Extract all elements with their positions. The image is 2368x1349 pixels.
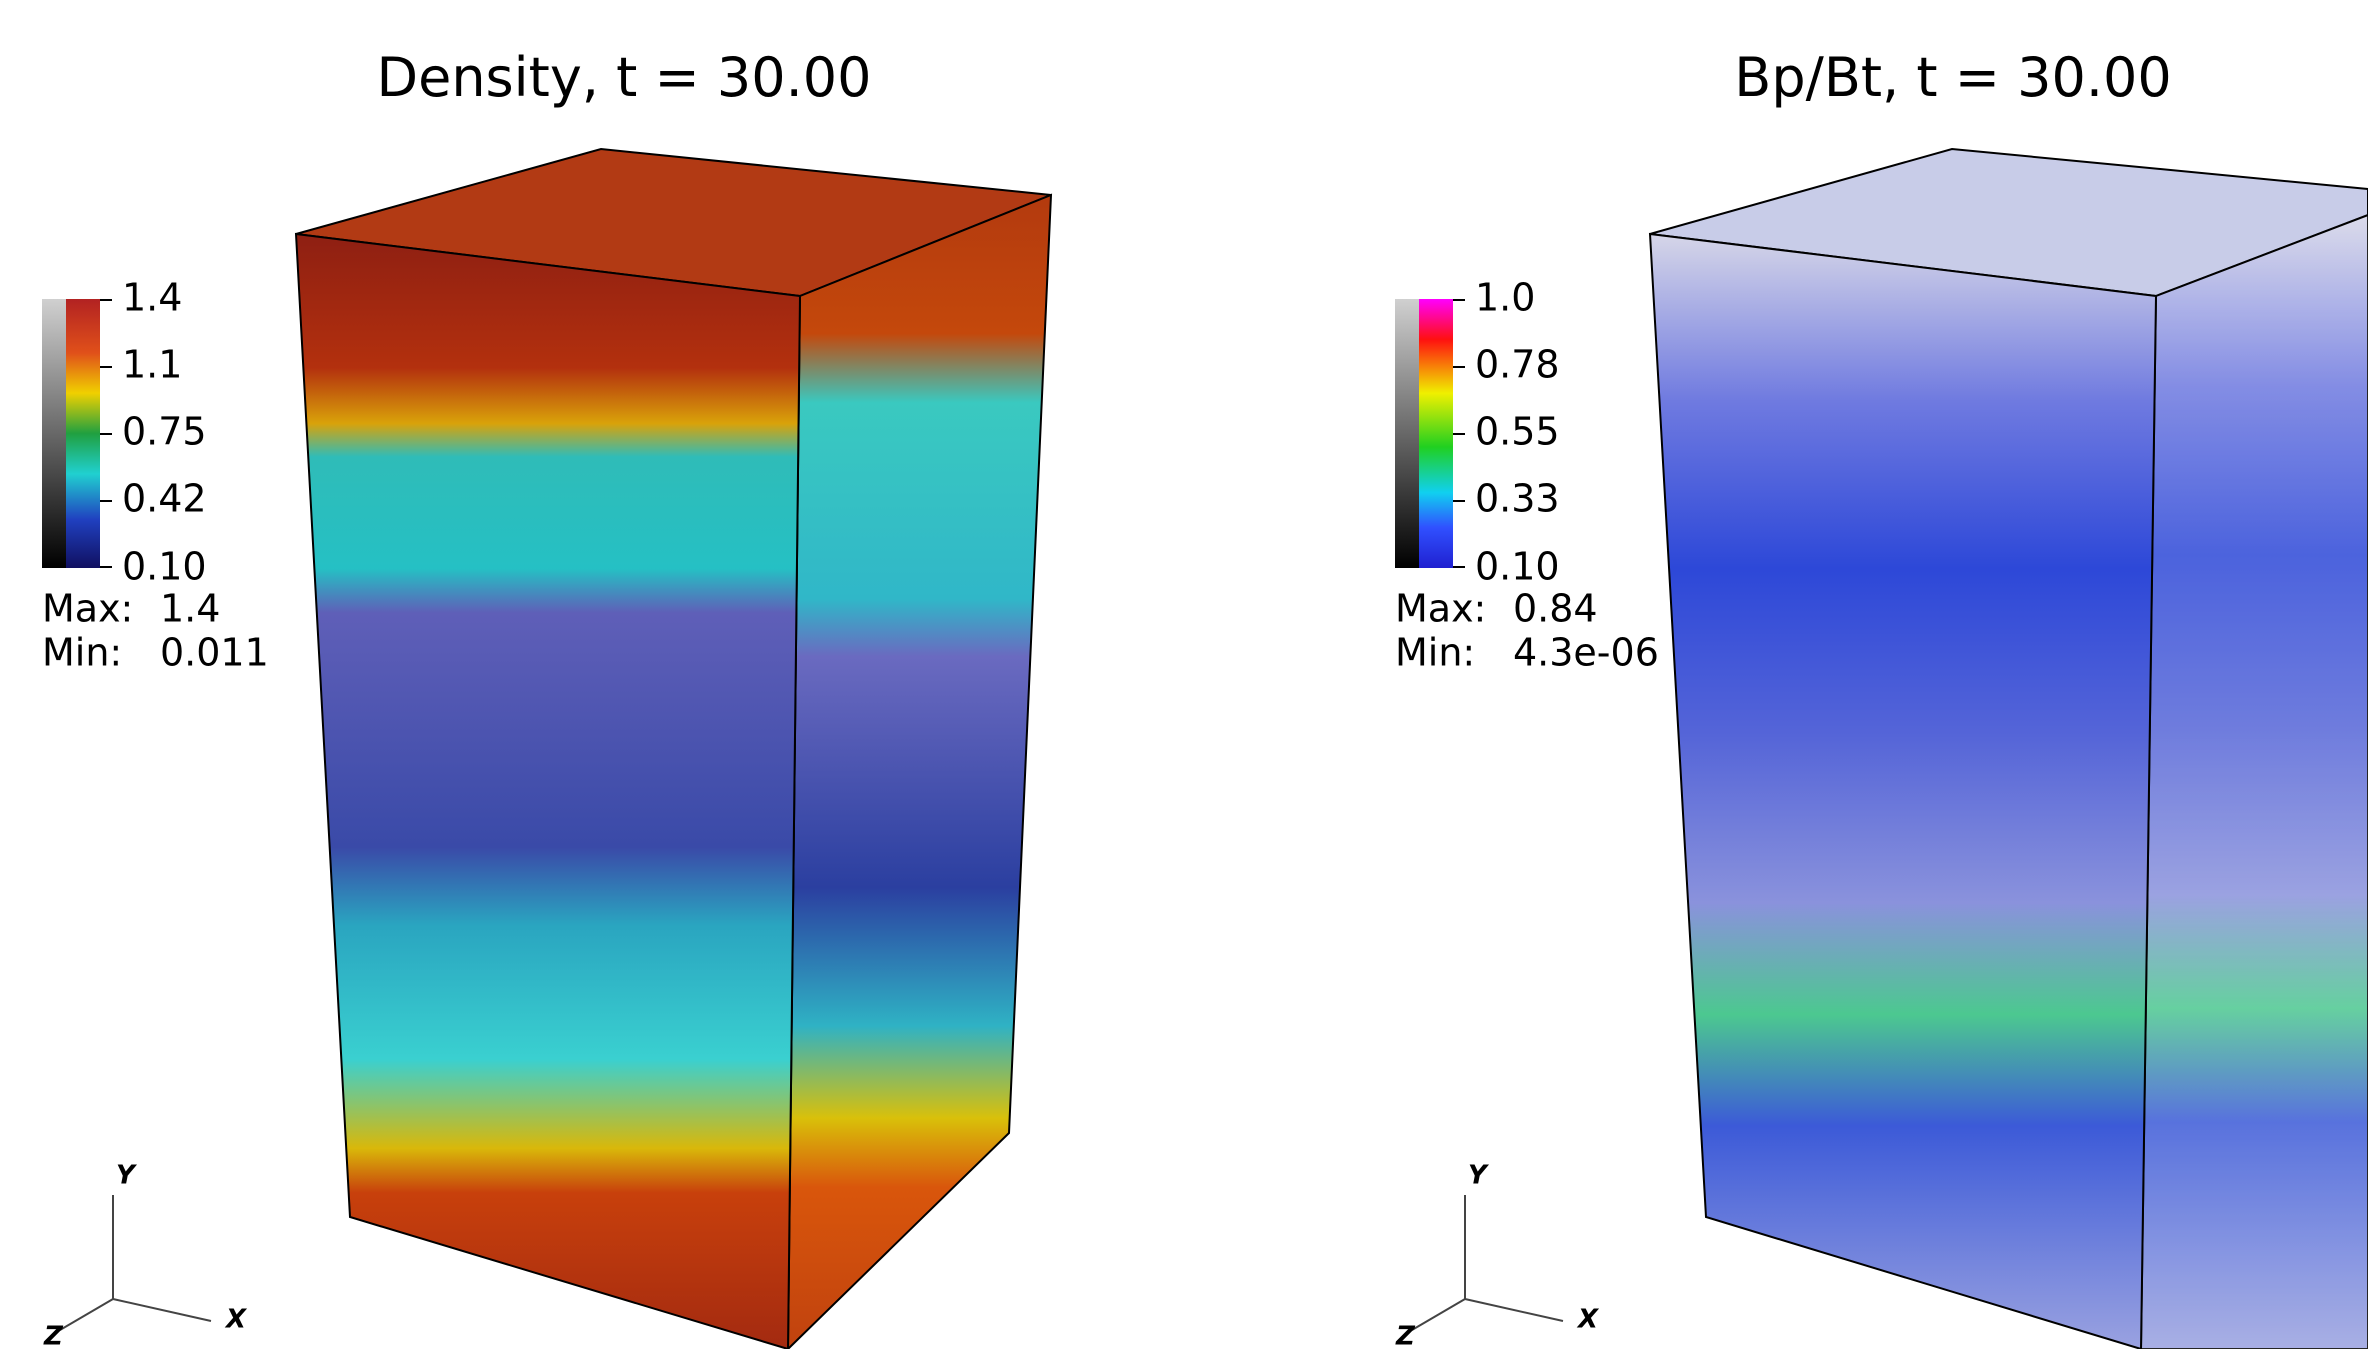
viewport: Density, t = 30.00 1.4 1.1 0.75 0.42 0.1…	[0, 0, 2368, 1349]
axis-label: Y	[1468, 1161, 1490, 1191]
colorbar-label: 0.42	[122, 477, 207, 521]
min-label: Min:	[42, 631, 122, 675]
max-label: Max:	[42, 587, 133, 631]
page-body: {"panels": [ {"title": "Density, t = 30.…	[0, 0, 2368, 1349]
colorbar	[66, 299, 100, 568]
axis-label: Z	[43, 1322, 64, 1349]
page: Visualization html, body { margin: 0; pa…	[0, 0, 2368, 1349]
axes-glyph	[1412, 1195, 1563, 1330]
colorbar-label: 1.0	[1475, 276, 1535, 320]
volume-side	[788, 195, 1051, 1349]
axis-label: X	[224, 1305, 248, 1335]
axis-z	[1412, 1299, 1465, 1330]
colorbar-ticks	[100, 300, 112, 567]
max-value: 0.84	[1513, 587, 1598, 631]
panel-title: Bp/Bt, t = 30.00	[1734, 46, 2171, 109]
bp-panel: Bp/Bt, t = 30.00 1.0 0.78 0.55 0.33 0.10…	[1395, 46, 2368, 1349]
colorbar-label: 0.78	[1475, 343, 1560, 387]
axis-z	[60, 1299, 113, 1330]
axis-x	[1465, 1299, 1563, 1321]
axis-x	[113, 1299, 211, 1321]
colorbar-label: 0.33	[1475, 477, 1560, 521]
colorbar-label: 1.4	[122, 276, 182, 320]
max-label: Max:	[1395, 587, 1486, 631]
colorbar-opacity	[42, 299, 66, 568]
density-panel: Density, t = 30.00 1.4 1.1 0.75 0.42 0.1…	[42, 46, 1051, 1349]
panel-title: Density, t = 30.00	[377, 46, 872, 109]
colorbar-label: 0.55	[1475, 410, 1560, 454]
min-value: 4.3e-06	[1513, 631, 1659, 675]
colorbar-opacity	[1395, 299, 1419, 568]
min-label: Min:	[1395, 631, 1475, 675]
axis-label: Z	[1395, 1322, 1416, 1349]
volume-front	[1650, 234, 2156, 1349]
volume-front	[296, 234, 800, 1349]
colorbar-label: 1.1	[122, 343, 182, 387]
colorbar-label: 0.75	[122, 410, 207, 454]
axis-label: X	[1576, 1305, 1600, 1335]
min-value: 0.011	[160, 631, 269, 675]
axes-glyph	[60, 1195, 211, 1330]
colorbar-ticks	[1453, 300, 1465, 567]
colorbar-label: 0.10	[122, 545, 207, 589]
colorbar-label: 0.10	[1475, 545, 1560, 589]
max-value: 1.4	[160, 587, 220, 631]
colorbar	[1419, 299, 1453, 568]
volume-side	[2141, 215, 2368, 1349]
axis-label: Y	[116, 1161, 138, 1191]
